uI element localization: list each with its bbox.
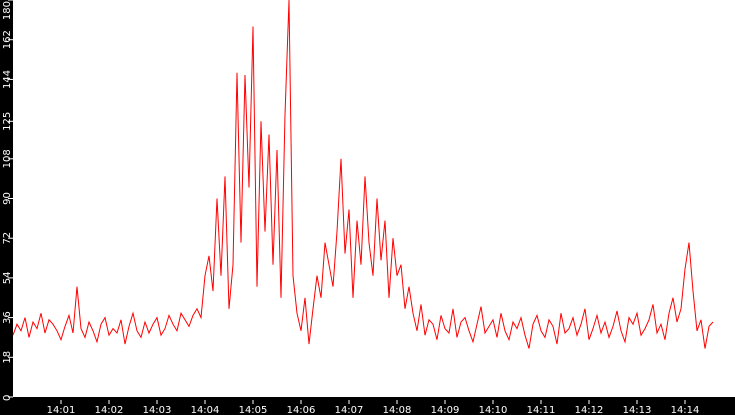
x-tick-label: 14:03 (143, 405, 172, 415)
y-tick-label: 125 (2, 112, 13, 131)
x-tick-label: 14:14 (671, 405, 700, 415)
x-tick-label: 14:07 (335, 405, 364, 415)
x-tick-label: 14:09 (431, 405, 460, 415)
x-tick-label: 14:11 (527, 405, 556, 415)
x-tick-label: 14:12 (575, 405, 604, 415)
x-tick-label: 14:13 (623, 405, 652, 415)
y-tick-label: 18 (2, 351, 13, 364)
series-line-0 (12, 0, 714, 349)
x-tick-label: 14:08 (383, 405, 412, 415)
x-tick-label: 14:04 (191, 405, 220, 415)
plot-area (13, 0, 735, 397)
y-tick-label: 90 (2, 192, 13, 205)
x-axis: 14:01 14:02 14:03 14:04 14:05 14:06 14:07 14:08… (47, 400, 700, 415)
x-tick-label: 14:02 (95, 405, 124, 415)
y-axis: 0 18 36 54 72 90 108 125 144 162 180 (2, 0, 13, 401)
y-tick-label: 144 (2, 70, 13, 89)
y-tick-label: 36 (2, 311, 13, 324)
y-tick-label: 72 (2, 232, 13, 245)
series-group (12, 0, 714, 349)
x-tick-label: 14:10 (479, 405, 508, 415)
y-tick-label: 54 (2, 272, 13, 285)
x-tick-label: 14:01 (47, 405, 76, 415)
y-tick-label: 0 (2, 395, 13, 401)
x-tick-label: 14:05 (239, 405, 268, 415)
y-tick-label: 180 (2, 1, 13, 20)
y-tick-label: 108 (2, 149, 13, 168)
y-tick-label: 162 (2, 30, 13, 49)
x-tick-label: 14:06 (287, 405, 316, 415)
